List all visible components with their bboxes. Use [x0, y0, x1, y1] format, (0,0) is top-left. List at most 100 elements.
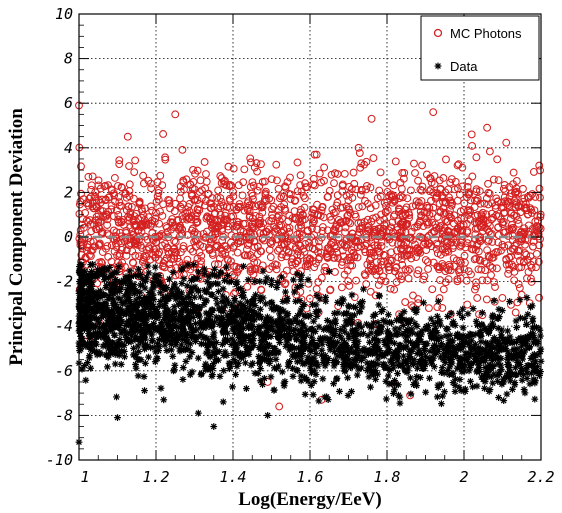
data-point [394, 370, 401, 377]
mc-photon-point [415, 202, 424, 211]
data-point [336, 388, 343, 395]
mc-photon-point [327, 170, 336, 179]
mc-photon-point [193, 196, 202, 204]
mc-photon-point [428, 285, 437, 294]
mc-photon-point [527, 260, 535, 269]
mc-photon-point [250, 163, 259, 172]
mc-photon-point [294, 223, 303, 232]
mc-photon-point [472, 153, 481, 162]
data-point [87, 261, 95, 269]
mc-photon-point [432, 193, 441, 202]
data-point [145, 353, 152, 361]
mc-photon-point [491, 283, 499, 291]
mc-photon-point [536, 193, 544, 202]
mc-photon-point [412, 253, 421, 262]
mc-photon-point [417, 186, 426, 195]
mc-photon-point [246, 154, 255, 163]
mc-photon-point [500, 181, 509, 189]
mc-photon-point [281, 183, 290, 192]
data-point [407, 374, 414, 382]
mc-photon-point [86, 220, 95, 229]
mc-photon-point [296, 171, 305, 180]
mc-photon-point [414, 220, 423, 229]
mc-photon-point [86, 252, 95, 261]
mc-photon-point [112, 243, 121, 251]
mc-photon-point [397, 275, 405, 284]
mc-photon-point [224, 162, 233, 171]
mc-photon-point [390, 285, 399, 294]
mc-photon-point [484, 179, 492, 188]
mc-photon-point [410, 159, 418, 168]
mc-photon-point [139, 253, 148, 262]
mc-photon-point [390, 267, 399, 276]
mc-photon-point [483, 246, 492, 255]
mc-photon-point [468, 172, 477, 181]
mc-photon-point [376, 168, 385, 177]
mc-photon-point [500, 242, 509, 251]
data-point [348, 291, 356, 299]
mc-photon-point [90, 221, 98, 229]
mc-photon-point [320, 176, 328, 185]
mc-photon-point [327, 216, 336, 224]
mc-photon-point [283, 178, 292, 186]
data-point [490, 297, 498, 305]
data-point [455, 309, 463, 317]
mc-photon-point [291, 196, 300, 205]
mc-photon-point [391, 157, 400, 166]
mc-photon-point [389, 181, 398, 190]
mc-photon-point [487, 209, 496, 218]
mc-photon-point [505, 260, 514, 269]
mc-photon-point [367, 265, 376, 274]
mc-photon-point [122, 251, 131, 260]
mc-photon-point [416, 185, 425, 194]
mc-photon-point [299, 191, 308, 200]
mc-photon-point [285, 189, 293, 198]
mc-photon-point [404, 274, 413, 283]
mc-photon-point [535, 293, 544, 302]
mc-photon-point [114, 181, 122, 190]
data-point [186, 353, 194, 361]
data-point [224, 272, 231, 279]
mc-photon-point [420, 272, 429, 281]
mc-photon-point [305, 238, 313, 247]
mc-photon-point [498, 293, 507, 302]
mc-photon-point [386, 284, 395, 293]
mc-photon-point [363, 260, 372, 269]
mc-photon-point [379, 272, 387, 281]
mc-photon-point [477, 265, 486, 274]
series-mc-photons [75, 101, 545, 411]
mc-photon-point [418, 161, 426, 170]
mc-photon-point [272, 160, 281, 169]
mc-photon-point [158, 181, 167, 190]
mc-photon-point [217, 198, 226, 206]
mc-photon-point [323, 253, 332, 262]
mc-photon-point [351, 212, 360, 221]
mc-photon-point [453, 275, 462, 284]
mc-photon-point [246, 211, 254, 220]
mc-photon-point [118, 183, 126, 192]
mc-photon-point [129, 217, 138, 226]
data-point [165, 275, 173, 283]
mc-photon-point [425, 304, 433, 313]
mc-photon-point [247, 158, 255, 167]
mc-photon-point [249, 195, 257, 204]
mc-photon-point [103, 221, 112, 229]
mc-photon-point [296, 213, 305, 222]
mc-photon-point [176, 202, 185, 211]
mc-photon-point [377, 257, 386, 266]
data-point [469, 305, 477, 313]
data-point [274, 279, 282, 286]
mc-photon-point [240, 165, 249, 174]
data-point [516, 296, 524, 304]
mc-photon-point [443, 246, 452, 255]
data-point [221, 277, 228, 285]
mc-photon-point [482, 259, 491, 268]
mc-photon-point [388, 218, 397, 227]
mc-photon-point [349, 168, 358, 177]
data-point [301, 390, 309, 398]
mc-photon-point [252, 159, 261, 167]
mc-photon-point [147, 184, 156, 193]
mc-photon-point [498, 240, 507, 249]
mc-photon-point [527, 274, 535, 283]
